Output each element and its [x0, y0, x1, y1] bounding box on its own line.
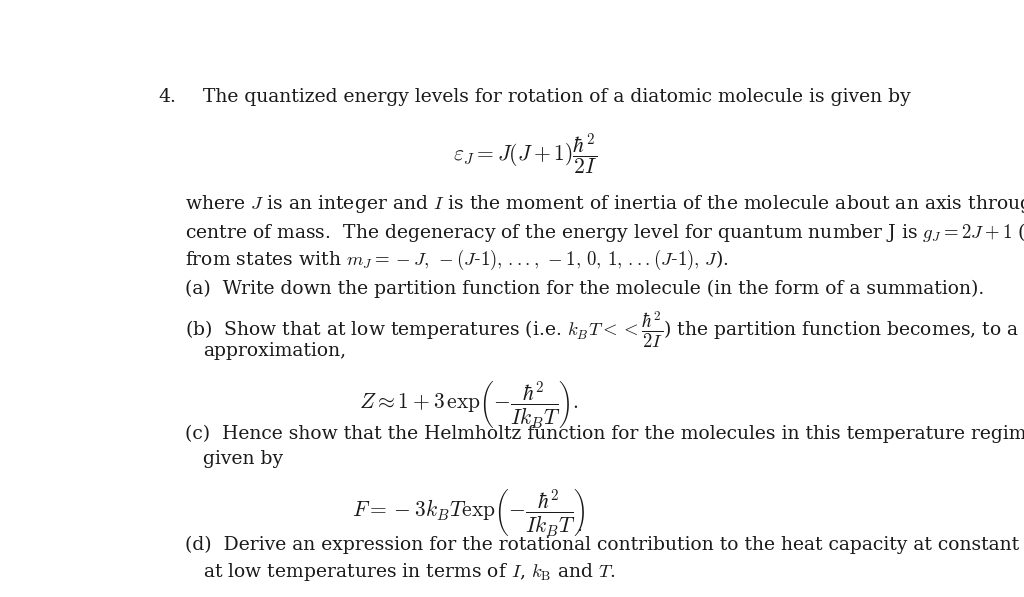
Text: where $J$ is an integer and $I$ is the moment of inertia of the molecule about a: where $J$ is an integer and $I$ is the m…	[185, 193, 1024, 216]
Text: $Z \approx 1+3\,\exp\!\left(-\dfrac{\hbar^2}{Ik_BT}\right).$: $Z \approx 1+3\,\exp\!\left(-\dfrac{\hba…	[359, 379, 580, 430]
Text: centre of mass.  The degeneracy of the energy level for quantum number J is $g_J: centre of mass. The degeneracy of the en…	[185, 220, 1024, 244]
Text: $F = -3k_BT\exp\!\left(-\dfrac{\hbar^2}{Ik_BT}\right)$: $F = -3k_BT\exp\!\left(-\dfrac{\hbar^2}{…	[352, 487, 586, 538]
Text: $\varepsilon_J = J(J+1)\dfrac{\hbar^2}{2I}$: $\varepsilon_J = J(J+1)\dfrac{\hbar^2}{2…	[453, 131, 597, 177]
Text: given by: given by	[204, 450, 284, 468]
Text: from states with $m_J = -J,\,-( J$-$1),\,...,\,-1,\,0,\,1,\,...( J$-$1),\,J$).: from states with $m_J = -J,\,-( J$-$1),\…	[185, 248, 729, 272]
Text: 4.: 4.	[158, 88, 176, 106]
Text: (b)  Show that at low temperatures (i.e. $k_BT << \dfrac{\hbar^2}{2I}$) the part: (b) Show that at low temperatures (i.e. …	[185, 309, 1024, 350]
Text: The quantized energy levels for rotation of a diatomic molecule is given by: The quantized energy levels for rotation…	[204, 88, 911, 106]
Text: .: .	[577, 517, 583, 536]
Text: (c)  Hence show that the Helmholtz function for the molecules in this temperatur: (c) Hence show that the Helmholtz functi…	[185, 424, 1024, 443]
Text: (a)  Write down the partition function for the molecule (in the form of a summat: (a) Write down the partition function fo…	[185, 279, 984, 297]
Text: at low temperatures in terms of $I$, $k_{\mathrm{B}}$ and $T$.: at low temperatures in terms of $I$, $k_…	[204, 561, 616, 583]
Text: (d)  Derive an expression for the rotational contribution to the heat capacity a: (d) Derive an expression for the rotatio…	[185, 536, 1024, 554]
Text: approximation,: approximation,	[204, 342, 346, 360]
